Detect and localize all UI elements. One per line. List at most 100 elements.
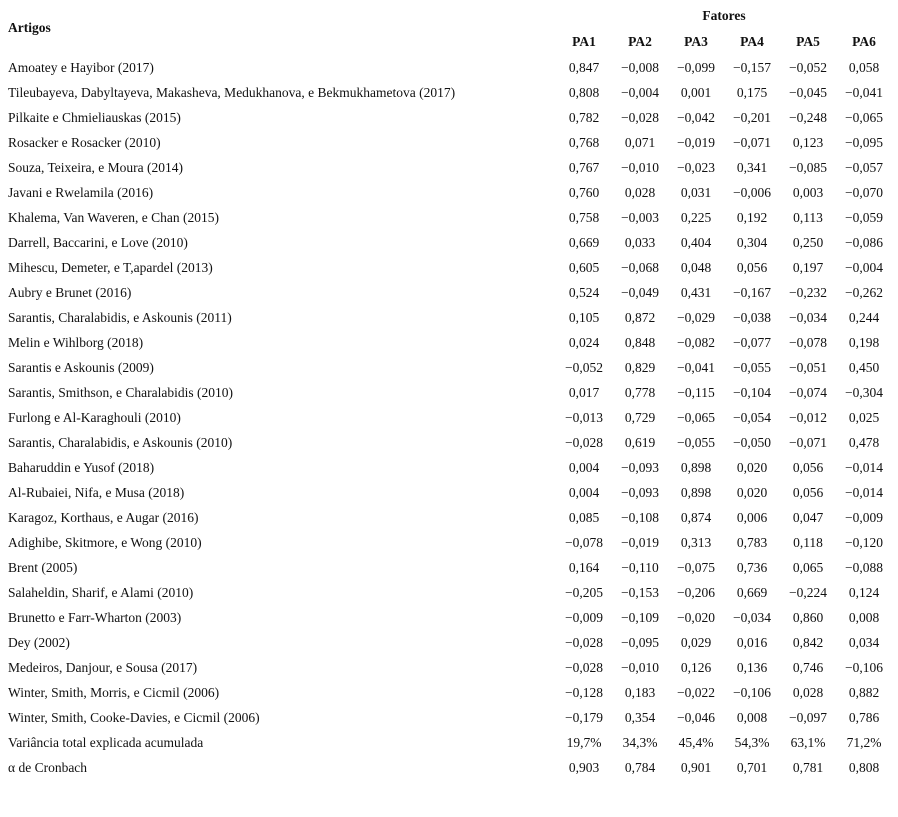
cell-pa5: 0,028: [792, 684, 824, 700]
table-row: Medeiros, Danjour, e Sousa (2017) −0,028 −…: [0, 655, 892, 680]
cell-pa6: 0,786: [848, 709, 880, 725]
cell-pa1: −0,009: [565, 609, 603, 625]
cell-pa3: −0,023: [677, 159, 715, 175]
cell-pa5: −0,034: [789, 309, 827, 325]
row-label: Al-Rubaiei, Nifa, e Musa (2018): [8, 484, 185, 500]
table-row: Mihescu, Demeter, e T,apardel (2013) 0,60…: [0, 255, 892, 280]
table-row: Baharuddin e Yusof (2018) 0,004 −0,093 0,89…: [0, 455, 892, 480]
row-label: Sarantis, Smithson, e Charalabidis (2010…: [8, 384, 233, 400]
cell-pa1: 0,085: [568, 509, 600, 525]
cell-pa1: 0,767: [568, 159, 600, 175]
table-row: Tileubayeva, Dabyltayeva, Makasheva, Med…: [0, 80, 892, 105]
row-label: Javani e Rwelamila (2016): [8, 184, 154, 200]
cell-pa3: −0,065: [677, 409, 715, 425]
cell-pa4: −0,034: [733, 609, 771, 625]
cell-pa3: −0,022: [677, 684, 715, 700]
cell-pa1: −0,179: [565, 709, 603, 725]
cell-pa2: −0,049: [621, 284, 659, 300]
cell-pa4: −0,157: [733, 59, 771, 75]
cell-pa2: −0,110: [621, 559, 659, 575]
cell-pa5: 0,056: [792, 484, 824, 500]
cell-pa3: −0,055: [677, 434, 715, 450]
cell-pa5: 0,113: [793, 209, 823, 225]
cell-pa5: −0,224: [789, 584, 827, 600]
cell-pa6: −0,070: [845, 184, 883, 200]
cell-pa1: 0,782: [568, 109, 600, 125]
cell-pa6: −0,262: [845, 284, 883, 300]
cell-pa6: −0,014: [845, 484, 883, 500]
cell-pa1: −0,205: [565, 584, 603, 600]
table-row: Pilkaite e Chmieliauskas (2015) 0,782 −0,0…: [0, 105, 892, 130]
cell-pa1: 0,004: [568, 484, 600, 500]
cell-pa3: −0,020: [677, 609, 715, 625]
row-label: Sarantis, Charalabidis, e Askounis (2010…: [8, 434, 233, 450]
cell-pa6: 0,478: [848, 434, 880, 450]
cell-pa2: −0,068: [621, 259, 659, 275]
cell-pa6: −0,041: [845, 84, 883, 100]
cell-pa6: −0,057: [845, 159, 883, 175]
row-label: Melin e Wihlborg (2018): [8, 334, 144, 350]
cell-pa2: 0,829: [624, 359, 656, 375]
cell-pa3: −0,029: [677, 309, 715, 325]
cell-pa4: −0,006: [733, 184, 771, 200]
cell-pa1: −0,028: [565, 434, 603, 450]
cell-pa2: 0,619: [624, 434, 656, 450]
cell-pa1: −0,028: [565, 634, 603, 650]
cell-pa5: 0,056: [792, 459, 824, 475]
cell-pa3: 0,001: [680, 84, 712, 100]
cell-pa6: 0,034: [848, 634, 880, 650]
cell-pa3: −0,042: [677, 109, 715, 125]
cell-pa1: −0,128: [565, 684, 603, 700]
cell-pa2: −0,093: [621, 484, 659, 500]
cell-pa1: −0,052: [565, 359, 603, 375]
row-label: Sarantis e Askounis (2009): [8, 359, 154, 375]
cell-pa3: 0,874: [680, 509, 712, 525]
cell-pa6: −0,088: [845, 559, 883, 575]
cell-pa6: 71,2%: [846, 734, 882, 750]
factor-header-pa2: PA2: [628, 34, 652, 49]
table-row: Sarantis, Charalabidis, e Askounis (2011…: [0, 305, 892, 330]
cell-pa3: 0,313: [680, 534, 712, 550]
cell-pa1: −0,013: [565, 409, 603, 425]
table-row: Furlong e Al-Karaghouli (2010) −0,013 0,72…: [0, 405, 892, 430]
cell-pa5: 0,746: [792, 659, 824, 675]
row-label: Tileubayeva, Dabyltayeva, Makasheva, Med…: [8, 84, 456, 100]
cell-pa3: −0,115: [677, 384, 715, 400]
cell-pa1: 0,768: [568, 134, 600, 150]
cell-pa2: −0,010: [621, 659, 659, 675]
table-row: Sarantis, Smithson, e Charalabidis (2010…: [0, 380, 892, 405]
cell-pa6: −0,065: [845, 109, 883, 125]
cell-pa5: 0,123: [792, 134, 824, 150]
row-label: Pilkaite e Chmieliauskas (2015): [8, 109, 181, 125]
row-label: Winter, Smith, Morris, e Cicmil (2006): [8, 684, 220, 700]
cell-pa3: 0,031: [680, 184, 712, 200]
row-label: α de Cronbach: [8, 759, 88, 775]
cell-pa2: 0,033: [624, 234, 656, 250]
cell-pa2: −0,028: [621, 109, 659, 125]
cell-pa4: −0,071: [733, 134, 771, 150]
cell-pa4: 0,669: [736, 584, 768, 600]
factor-headers: PA1 PA2 PA3 PA4 PA5 PA6: [556, 34, 892, 50]
row-label: Variância total explicada acumulada: [8, 734, 204, 750]
row-label: Winter, Smith, Cooke-Davies, e Cicmil (2…: [8, 709, 260, 725]
cell-pa5: −0,071: [789, 434, 827, 450]
cell-pa4: 0,783: [736, 534, 768, 550]
cell-pa5: −0,012: [789, 409, 827, 425]
cell-pa2: −0,019: [621, 534, 659, 550]
cell-pa6: −0,009: [845, 509, 883, 525]
column-header-fatores: Fatores: [702, 8, 746, 23]
cell-pa4: 0,192: [736, 209, 768, 225]
cell-pa6: −0,059: [845, 209, 883, 225]
cell-pa1: 19,7%: [566, 734, 602, 750]
cell-pa5: 0,842: [792, 634, 824, 650]
row-label: Dey (2002): [8, 634, 70, 650]
cell-pa5: −0,097: [789, 709, 827, 725]
cell-pa2: 0,729: [624, 409, 656, 425]
cell-pa3: −0,046: [677, 709, 715, 725]
cell-pa1: −0,078: [565, 534, 603, 550]
cell-pa5: 0,197: [792, 259, 824, 275]
cell-pa1: 0,164: [568, 559, 600, 575]
table-row: Souza, Teixeira, e Moura (2014) 0,767 −0,0…: [0, 155, 892, 180]
cell-pa6: 0,008: [848, 609, 880, 625]
table-row: Javani e Rwelamila (2016) 0,760 0,028 0,031…: [0, 180, 892, 205]
